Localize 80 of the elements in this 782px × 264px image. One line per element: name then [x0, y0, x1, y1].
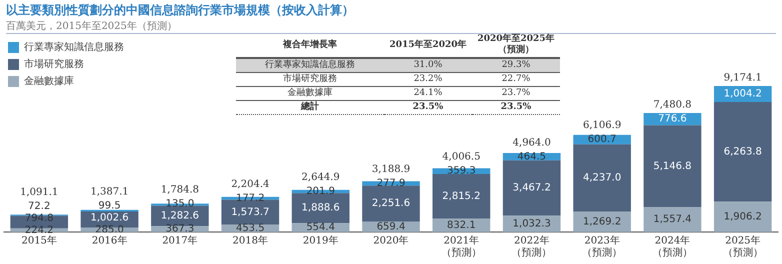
data-label: 1,573.7 — [231, 206, 270, 218]
data-label: 1,888.6 — [302, 202, 340, 214]
data-label: 1,004.2 — [724, 88, 762, 100]
total-label: 7,480.8 — [653, 100, 692, 111]
bar — [502, 160, 561, 216]
bar — [221, 200, 280, 225]
chart-subtitle: 百萬美元，2015年至2025年（預測） — [6, 20, 177, 33]
chart-title: 以主要類別性質劃分的中國信息諮詢行業市場規模（按收入計算） — [6, 2, 354, 19]
annotation: 金融數據庫 — [236, 86, 384, 100]
data-label: 659.4 — [376, 221, 406, 232]
total-label: 3,188.9 — [372, 164, 410, 176]
annotation: 24.1% — [384, 86, 472, 100]
total-label: 1,784.8 — [160, 184, 199, 196]
x-tick-label: 2019年 — [302, 234, 338, 247]
text: 29.3% — [502, 60, 530, 70]
x-tick-label: 2016年 — [92, 234, 128, 247]
bar — [292, 193, 350, 224]
text: 31.0% — [414, 60, 442, 70]
data-label: 794.8 — [24, 212, 54, 224]
text: 23.2% — [414, 74, 442, 84]
data-label: 1,557.4 — [653, 214, 692, 226]
data-label: 464.5 — [517, 151, 546, 162]
x-tick-label: 2018年 — [232, 234, 268, 247]
data-label: 776.6 — [658, 114, 687, 125]
data-label: 4,237.0 — [583, 172, 622, 184]
total-label: 2,644.9 — [302, 172, 340, 184]
legend-label: 市場研究服務 — [24, 58, 84, 71]
bar — [573, 144, 631, 212]
data-label: 1,282.6 — [160, 210, 199, 222]
total-label: 1,387.1 — [90, 186, 129, 198]
annotation: 總計 — [236, 100, 384, 114]
bar — [644, 125, 702, 208]
text: 22.7% — [502, 74, 530, 84]
bar — [714, 102, 772, 202]
x-tick-label: 2025年（預測） — [722, 234, 763, 259]
bar — [432, 174, 490, 219]
data-label: 453.5 — [236, 222, 265, 234]
x-tick-label: 2020年 — [373, 234, 409, 247]
total-label: 4,006.5 — [442, 152, 480, 163]
annotation: 23.7% — [472, 86, 560, 100]
x-tick-label: 2024年（預測） — [652, 234, 692, 259]
data-label: 1,906.2 — [724, 211, 762, 222]
data-label: 277.9 — [376, 178, 406, 190]
text: 行業專家知識信息服務 — [265, 60, 355, 70]
data-label: 99.5 — [98, 200, 121, 212]
x-tick-label: 2022年（預測） — [512, 234, 552, 259]
data-label: 359.3 — [447, 166, 476, 177]
data-label: 2,815.2 — [442, 190, 480, 202]
data-label: 554.4 — [306, 222, 335, 234]
total-label: 4,964.0 — [512, 137, 551, 148]
annotation: 23.5% — [472, 100, 560, 114]
text: 2015年至2020年 — [389, 40, 467, 50]
data-label: 1,269.2 — [583, 216, 622, 228]
annotation: 23.5% — [384, 100, 472, 114]
total-label: 9,174.1 — [724, 72, 762, 84]
x-tick-label: 2015年 — [21, 234, 57, 247]
data-label: 600.7 — [588, 134, 616, 146]
total-label: 2,204.4 — [231, 178, 270, 190]
x-tick-label: 2021年（預測） — [441, 234, 482, 259]
data-label: 1,002.6 — [90, 212, 129, 224]
data-label: 1,032.3 — [512, 218, 551, 230]
bar — [714, 202, 772, 232]
data-label: 6,263.8 — [724, 146, 762, 158]
total-label: 6,106.9 — [583, 120, 622, 132]
data-label: 5,146.8 — [653, 160, 692, 172]
x-tick-label: 2017年 — [162, 234, 198, 247]
text: 複合年增長率 — [283, 40, 337, 50]
legend-label: 行業專家知識信息服務 — [24, 40, 124, 54]
data-label: 72.2 — [28, 200, 50, 212]
legend-label: 金融數據庫 — [24, 74, 74, 88]
total-label: 1,091.1 — [20, 186, 58, 198]
data-label: 3,467.2 — [512, 182, 551, 194]
x-tick-label: 2023年（預測） — [582, 234, 622, 259]
data-label: 2,251.6 — [372, 198, 410, 210]
text: 2020年至2025年（預測） — [477, 34, 555, 55]
bar — [644, 207, 702, 232]
data-label: 832.1 — [447, 220, 476, 231]
text: 市場研究服務 — [283, 74, 337, 84]
bar — [362, 186, 420, 222]
data-label: 367.3 — [166, 224, 194, 235]
